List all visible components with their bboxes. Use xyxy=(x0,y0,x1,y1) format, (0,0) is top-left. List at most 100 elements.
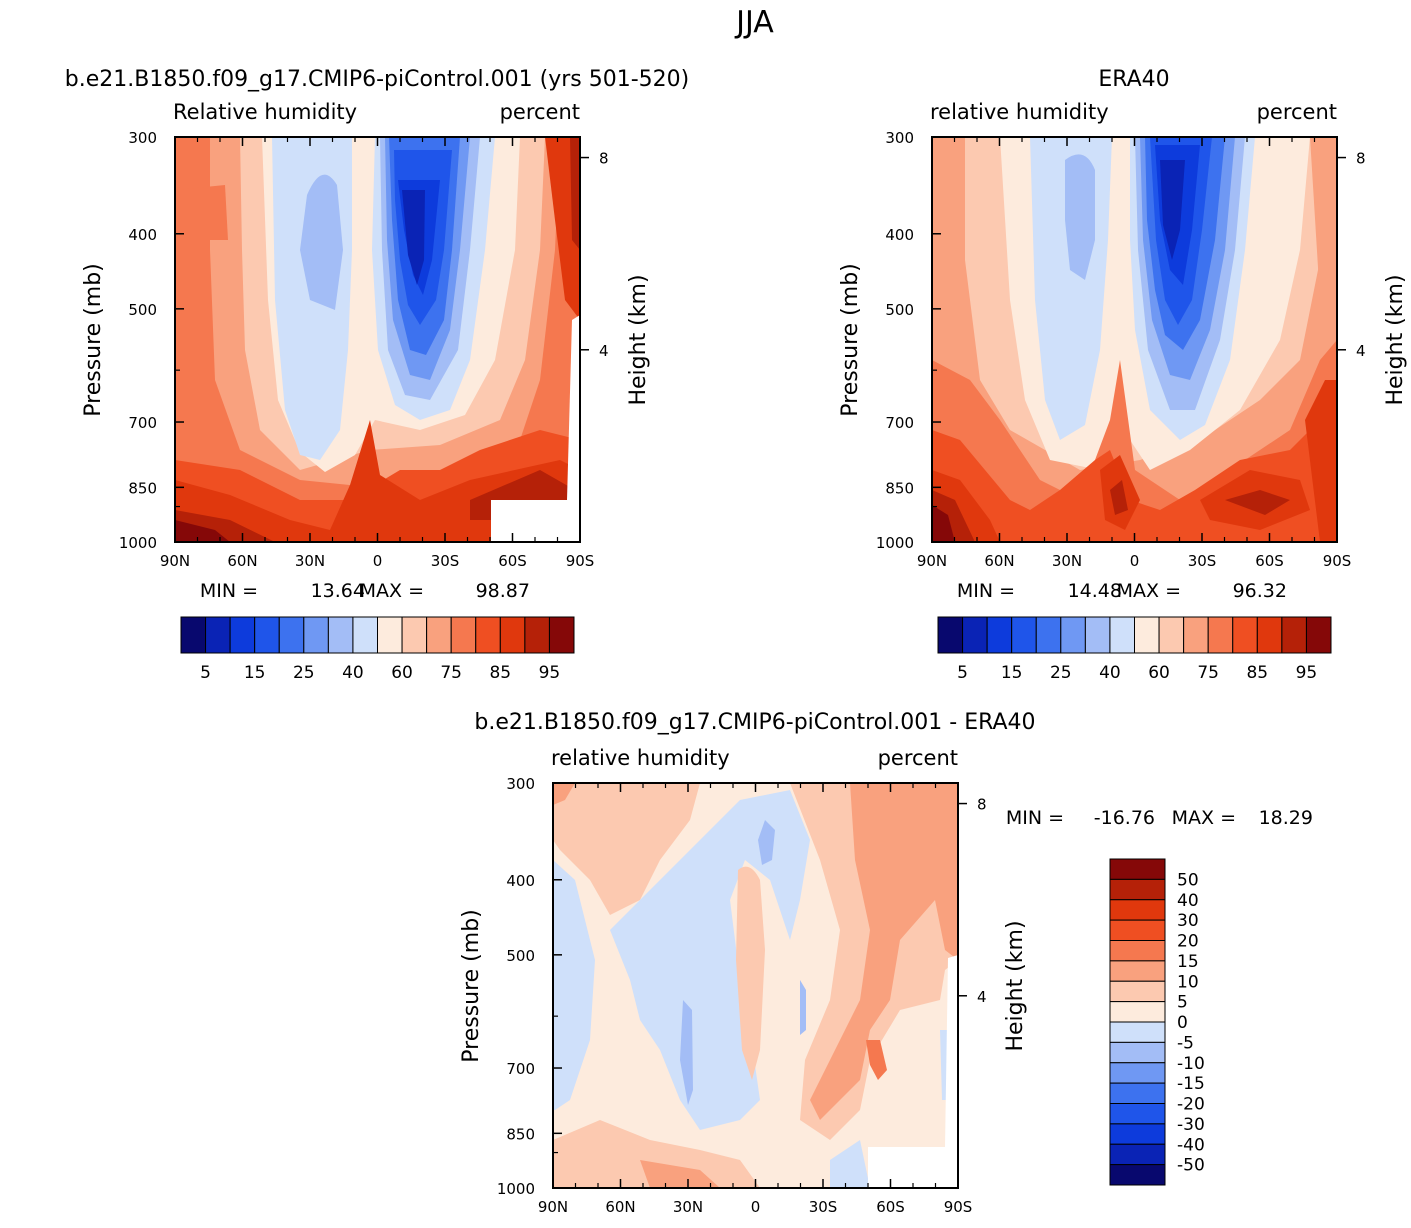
fill-level-10-south xyxy=(640,1160,720,1188)
colorbar-label: 40 xyxy=(342,663,364,683)
x-tick-label: 30N xyxy=(1052,552,1082,570)
colorbar-label: 25 xyxy=(293,663,315,683)
axis-ticks: 300 400 500 700 850 1000 8 4 90N 60N 30N 0 30S 60S 90S xyxy=(876,129,1366,570)
y-tick-label: 400 xyxy=(885,226,914,244)
colorbar-label: 40 xyxy=(1177,891,1199,911)
max-value: 18.29 xyxy=(1259,807,1313,829)
colorbar-label: 0 xyxy=(1177,1013,1188,1033)
y-tick-label: 300 xyxy=(128,129,157,147)
left-subtitle: relative humidity xyxy=(551,746,730,770)
fill-level-30-west xyxy=(1065,154,1095,280)
min-label: MIN = xyxy=(1006,807,1064,829)
colorbar-label: -15 xyxy=(1177,1074,1205,1094)
colorbar: 5 15 25 40 60 75 85 95 xyxy=(937,616,1332,683)
colorbar-label: -20 xyxy=(1177,1095,1205,1115)
x-tick-label: 90N xyxy=(538,1198,568,1216)
x-tick-label: 0 xyxy=(1130,552,1140,570)
y-tick-label: 1000 xyxy=(876,534,914,552)
x-tick-label: 90S xyxy=(1323,552,1352,570)
colorbar-box xyxy=(1109,858,1166,880)
x-tick-label: 30N xyxy=(673,1198,703,1216)
colorbar-box xyxy=(1183,616,1209,654)
height-tick-label: 8 xyxy=(1356,150,1366,168)
colorbar-box xyxy=(1232,616,1258,654)
colorbar-box xyxy=(1109,940,1166,962)
fill-level-65-se xyxy=(1310,137,1337,330)
colorbar-label: 75 xyxy=(440,663,462,683)
colorbar-box xyxy=(401,616,428,654)
colorbar-label: 85 xyxy=(1246,663,1268,683)
axis-ticks: 300 400 500 700 850 1000 8 4 90N 60N 30N 0 30S 60S 90S xyxy=(119,129,609,570)
height-tick-label: 4 xyxy=(1356,342,1366,360)
colorbar-box xyxy=(1109,1082,1166,1104)
fill-level-neg5-west xyxy=(553,860,595,1110)
right-subtitle: percent xyxy=(500,100,580,124)
x-tick-label: 90N xyxy=(917,552,947,570)
colorbar-box xyxy=(450,616,477,654)
fill-level-5 xyxy=(402,190,425,285)
colorbar-label: -40 xyxy=(1177,1135,1205,1155)
fill-level-30-west xyxy=(300,174,343,310)
contour-field xyxy=(553,783,958,1188)
colorbar-box xyxy=(524,616,550,654)
colorbar-box xyxy=(962,616,988,654)
max-label: MAX = xyxy=(1172,807,1236,829)
height-tick-label: 4 xyxy=(977,988,987,1006)
colorbar-label: 5 xyxy=(957,663,968,683)
y-tick-label: 700 xyxy=(885,414,914,432)
colorbar-box xyxy=(377,616,403,654)
colorbar-box xyxy=(1207,616,1234,654)
x-tick-label: 90S xyxy=(944,1198,973,1216)
y-axis-label: Pressure (mb) xyxy=(838,263,863,417)
colorbar-box xyxy=(327,616,354,654)
y-axis-label: Pressure (mb) xyxy=(459,909,484,1063)
colorbar-box xyxy=(426,616,452,654)
panel-model: b.e21.B1850.f09_g17.CMIP6-piControl.001 … xyxy=(65,67,689,683)
y-axis-label: Pressure (mb) xyxy=(81,263,106,417)
fill-level-95 xyxy=(932,505,955,542)
colorbar-box xyxy=(1134,616,1160,654)
colorbar-box xyxy=(229,616,256,654)
colorbar-box xyxy=(1109,1103,1166,1125)
x-tick-label: 0 xyxy=(373,552,383,570)
min-value: -16.76 xyxy=(1094,807,1155,829)
colorbar-label: 20 xyxy=(1177,932,1199,952)
x-tick-label: 90N xyxy=(160,552,190,570)
colorbar-box xyxy=(499,616,526,654)
x-tick-label: 30S xyxy=(1188,552,1217,570)
colorbar-box xyxy=(986,616,1013,654)
panel-difference: b.e21.B1850.f09_g17.CMIP6-piControl.001 … xyxy=(459,710,1313,1216)
colorbar-box xyxy=(1060,616,1086,654)
colorbar-box xyxy=(1109,1164,1166,1186)
colorbar-label: 15 xyxy=(1177,952,1199,972)
x-tick-label: 30S xyxy=(431,552,460,570)
missing-data xyxy=(491,500,580,542)
colorbar-box xyxy=(1158,616,1185,654)
fill-level-5 xyxy=(1160,160,1185,260)
colorbar-label: 25 xyxy=(1050,663,1072,683)
colorbar-label: 75 xyxy=(1197,663,1219,683)
fill-level-neg5-se xyxy=(830,1030,950,1188)
colorbar-box xyxy=(548,616,575,654)
y-tick-label: 1000 xyxy=(119,534,157,552)
colorbar-label: 95 xyxy=(539,663,561,683)
left-subtitle: Relative humidity xyxy=(173,100,357,124)
colorbar-label: -5 xyxy=(1177,1033,1194,1053)
colorbar-label: 40 xyxy=(1099,663,1121,683)
y-axis-label-right: Height (km) xyxy=(1383,274,1408,405)
colorbar-box xyxy=(1109,1021,1166,1043)
contour-field xyxy=(932,137,1337,542)
x-tick-label: 0 xyxy=(751,1198,761,1216)
fill-level-10-east xyxy=(810,783,958,1120)
colorbar-box xyxy=(1109,960,1166,982)
fill-level-95 xyxy=(175,520,230,542)
y-tick-label: 300 xyxy=(506,775,535,793)
fill-level-5-south xyxy=(553,1120,760,1188)
y-axis-label-right: Height (km) xyxy=(626,274,651,405)
colorbar-box xyxy=(303,616,329,654)
colorbar-label: -50 xyxy=(1177,1156,1205,1176)
colorbar-box xyxy=(1109,980,1166,1003)
fill-level-15-east xyxy=(866,1040,887,1080)
colorbar-box xyxy=(1109,1001,1166,1023)
